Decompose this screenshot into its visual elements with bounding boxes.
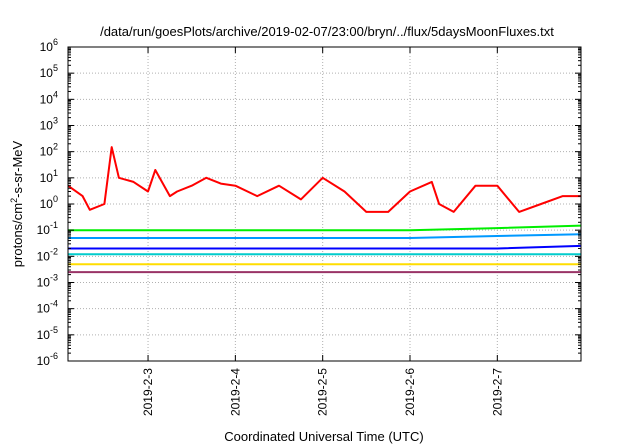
series-line-2 — [68, 233, 582, 239]
plot-frame — [67, 46, 582, 362]
y-tick-label: 10-5 — [37, 325, 58, 342]
y-tick-label: 105 — [40, 63, 58, 80]
y-tick-label: 10-4 — [37, 299, 58, 316]
y-tick-label: 102 — [40, 142, 58, 159]
y-tick-label: 10-1 — [37, 220, 58, 237]
grid-lines — [68, 47, 581, 361]
y-axis-label-rest: -s-sr-MeV — [10, 140, 25, 197]
y-tick-label: 10-3 — [37, 273, 58, 290]
y-tick-label: 101 — [40, 168, 58, 185]
x-tick-label: 2019-2-5 — [316, 368, 330, 416]
chart-title: /data/run/goesPlots/archive/2019-02-07/2… — [100, 24, 554, 39]
x-tick-label: 2019-2-6 — [403, 368, 417, 416]
y-tick-label: 103 — [40, 116, 58, 133]
y-tick-label: 104 — [40, 89, 58, 106]
series-line-0 — [67, 146, 581, 213]
y-axis-label-sup: 2 — [9, 198, 19, 203]
y-tick-label: 100 — [40, 194, 58, 211]
data-series — [67, 146, 582, 274]
y-axis-label-main: protons/cm — [10, 203, 25, 267]
y-axis-ticks: 10-6 10-5 10-4 10-3 10-2 10-1 100 101 102 103 104 1… — [37, 37, 581, 368]
y-tick-label: 10-2 — [37, 246, 58, 263]
x-axis-ticks: 2019-2-3 2019-2-4 2019-2-5 2019-2-6 2019-2-7 — [141, 47, 504, 416]
x-tick-label: 2019-2-3 — [141, 368, 155, 416]
x-axis-label: Coordinated Universal Time (UTC) — [224, 429, 423, 444]
series-line-1 — [68, 224, 582, 232]
y-tick-label: 106 — [40, 37, 58, 54]
x-tick-label: 2019-2-7 — [490, 368, 504, 416]
y-axis-label: protons/cm2-s-sr-MeV — [9, 140, 25, 267]
y-tick-label: 10-6 — [37, 351, 58, 368]
series-line-3 — [68, 244, 582, 250]
x-tick-label: 2019-2-4 — [228, 368, 242, 416]
